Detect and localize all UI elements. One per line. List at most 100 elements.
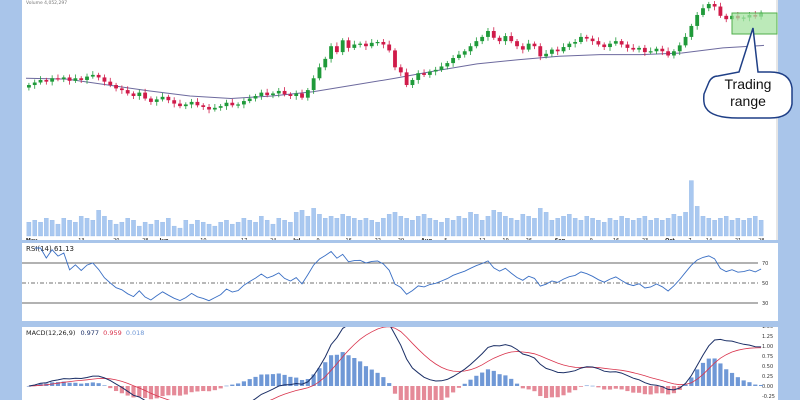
candle-body bbox=[329, 46, 333, 59]
macd-histogram-bar bbox=[462, 383, 467, 386]
macd-histogram-bar bbox=[108, 386, 113, 389]
volume-bar bbox=[346, 216, 351, 237]
candle-body bbox=[195, 101, 200, 106]
x-tick-label: Aug bbox=[421, 238, 432, 240]
volume-bar bbox=[154, 220, 159, 237]
volume-bar bbox=[445, 218, 450, 237]
volume-bar bbox=[485, 216, 491, 237]
x-tick-label: 28 bbox=[142, 238, 148, 240]
candle-body bbox=[608, 43, 612, 48]
price-chart: Volume 4,052,297 49.549.048.548.047.547.… bbox=[1, 0, 790, 244]
candle-body bbox=[672, 51, 676, 56]
volume-bar bbox=[381, 218, 386, 237]
volume-bar bbox=[235, 221, 241, 237]
candle-body bbox=[149, 98, 153, 102]
volume-bar bbox=[218, 221, 223, 237]
macd-histogram-bar bbox=[753, 384, 758, 386]
macd-histogram-bar bbox=[79, 383, 84, 386]
macd-histogram-bar bbox=[398, 386, 403, 403]
volume-bar bbox=[398, 216, 404, 237]
candle-body bbox=[747, 14, 752, 18]
volume-bar bbox=[631, 220, 636, 237]
macd-histogram-bar bbox=[509, 378, 514, 386]
macd-histogram-bar bbox=[590, 385, 595, 387]
macd-histogram-bar bbox=[636, 386, 642, 393]
volume-bar bbox=[718, 218, 723, 237]
candle-body bbox=[346, 40, 351, 48]
x-tick-label: 21 bbox=[735, 238, 741, 240]
volume-bar bbox=[671, 214, 677, 237]
volume-bar bbox=[555, 218, 560, 237]
volume-bar bbox=[683, 212, 688, 237]
candle-body bbox=[218, 106, 223, 108]
candle-body bbox=[85, 76, 89, 80]
x-tick-label: 23 bbox=[642, 238, 648, 240]
volume-bar bbox=[462, 218, 467, 237]
candle-body bbox=[26, 85, 31, 88]
candle-body bbox=[178, 103, 182, 107]
macd-histogram-bar bbox=[503, 375, 508, 386]
macd-histogram-bar bbox=[224, 385, 229, 387]
x-tick-label: 20 bbox=[113, 238, 119, 240]
macd-histogram-bar bbox=[148, 386, 154, 400]
volume-bar bbox=[264, 220, 270, 237]
volume-bar bbox=[49, 220, 55, 237]
macd-tick-label: 0.00 bbox=[762, 384, 773, 390]
macd-histogram-bar bbox=[689, 377, 694, 386]
volume-bar bbox=[660, 220, 665, 237]
volume-bar bbox=[689, 180, 694, 237]
volume-bar bbox=[276, 218, 282, 237]
macd-histogram-bar bbox=[631, 386, 636, 393]
volume-bar bbox=[456, 216, 462, 237]
macd-label-prefix: MACD(12,26,9) bbox=[26, 329, 75, 337]
macd-histogram-bar bbox=[648, 386, 653, 395]
candle-body bbox=[259, 92, 264, 96]
x-tick-label: 29 bbox=[398, 238, 404, 240]
rsi-tick-label: 70 bbox=[762, 261, 768, 267]
volume-bar bbox=[293, 212, 299, 237]
volume-bar bbox=[572, 218, 578, 237]
macd-histogram-bar bbox=[73, 382, 78, 386]
candle-body bbox=[404, 72, 409, 86]
macd-histogram-bar bbox=[747, 382, 752, 386]
macd-histogram-bar bbox=[166, 386, 171, 396]
macd-histogram-bar bbox=[619, 386, 624, 390]
volume-bar bbox=[665, 218, 671, 237]
volume-bar bbox=[357, 220, 363, 237]
candle-body bbox=[73, 78, 78, 81]
volume-bar bbox=[416, 216, 421, 237]
macd-histogram-bar bbox=[154, 386, 159, 399]
volume-bar bbox=[206, 223, 212, 237]
candle-body bbox=[393, 50, 397, 68]
candle-body bbox=[358, 43, 363, 45]
macd-histogram-bar bbox=[567, 386, 572, 393]
candle-body bbox=[439, 66, 444, 70]
volume-bar bbox=[125, 218, 130, 237]
rsi-line bbox=[34, 247, 762, 302]
candle-body bbox=[201, 105, 206, 107]
volume-bar bbox=[694, 206, 700, 237]
candle-body bbox=[567, 43, 572, 48]
x-tick-label: 19 bbox=[502, 238, 508, 240]
volume-bar bbox=[514, 220, 520, 237]
volume-bar bbox=[613, 220, 619, 237]
candle-body bbox=[143, 92, 148, 99]
volume-bar bbox=[392, 212, 398, 237]
moving-average-line bbox=[25, 44, 765, 100]
x-tick-label: 7 bbox=[688, 238, 691, 240]
macd-histogram-bar bbox=[189, 386, 194, 393]
macd-histogram-bar bbox=[526, 386, 531, 390]
volume-bar bbox=[508, 218, 514, 237]
macd-histogram-bar bbox=[236, 383, 241, 386]
volume-bar bbox=[753, 216, 758, 237]
macd-histogram-bar bbox=[131, 386, 136, 398]
volume-bar bbox=[677, 216, 682, 237]
volume-bar bbox=[636, 218, 642, 237]
macd-histogram-bar bbox=[177, 386, 183, 396]
macd-histogram-bar bbox=[311, 374, 316, 386]
candle-body bbox=[137, 92, 142, 96]
macd-histogram-bar bbox=[212, 386, 217, 391]
macd-tick-label: 1.50 bbox=[762, 327, 773, 330]
volume-bar bbox=[317, 214, 322, 237]
candle-body bbox=[666, 51, 671, 56]
